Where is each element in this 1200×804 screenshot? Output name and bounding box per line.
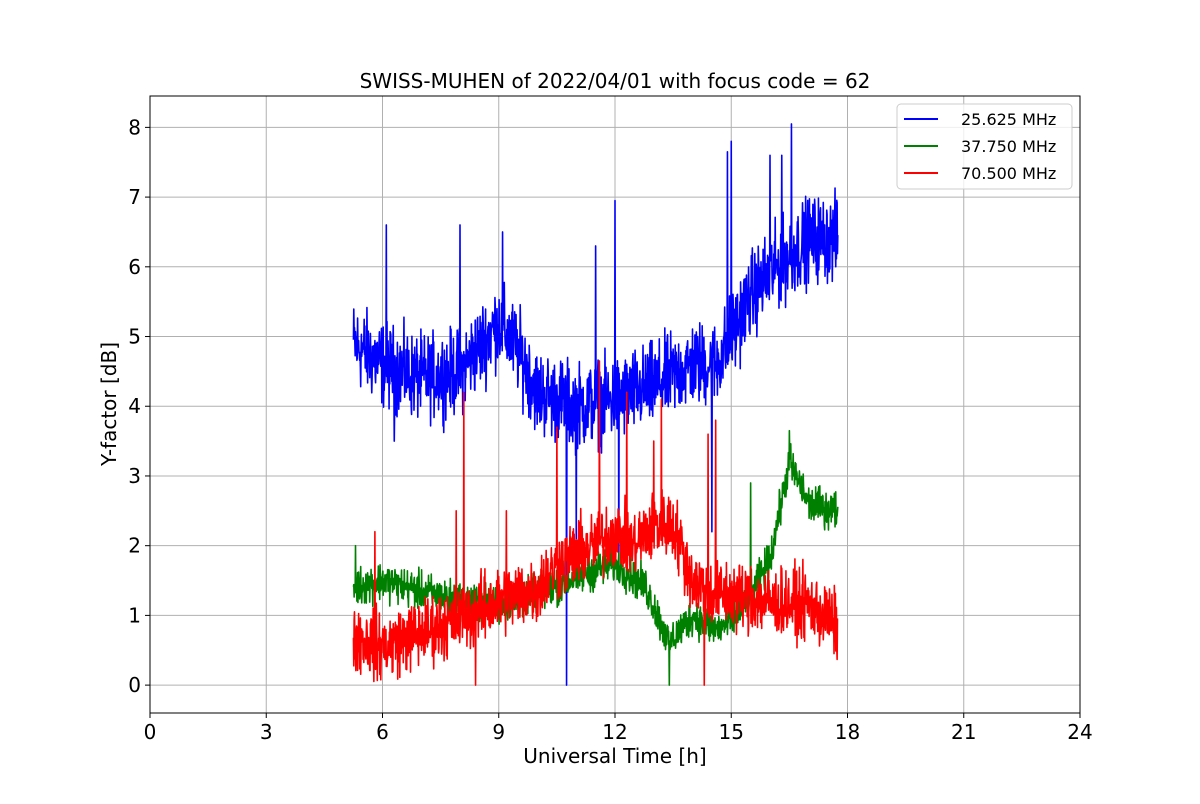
legend-label: 37.750 MHz — [961, 137, 1056, 156]
chart-title: SWISS-MUHEN of 2022/04/01 with focus cod… — [360, 69, 871, 93]
y-tick-label: 0 — [128, 673, 141, 697]
legend-label: 25.625 MHz — [961, 110, 1056, 129]
y-tick-label: 6 — [128, 255, 141, 279]
x-tick-label: 24 — [1067, 720, 1092, 744]
y-tick-label: 5 — [128, 325, 141, 349]
y-tick-label: 3 — [128, 464, 141, 488]
legend-box — [896, 103, 1073, 190]
x-tick-label: 12 — [602, 720, 627, 744]
series-line-2 — [352, 429, 839, 686]
y-axis-label: Y-factor [dB] — [97, 342, 121, 467]
y-tick-label: 7 — [128, 185, 141, 209]
x-tick-label: 6 — [376, 720, 389, 744]
y-tick-label: 8 — [128, 115, 141, 139]
y-tick-label: 2 — [128, 534, 141, 558]
series-line-1 — [352, 123, 839, 686]
legend-label: 70.500 MHz — [961, 164, 1056, 183]
x-axis-label: Universal Time [h] — [523, 744, 706, 768]
x-tick-label: 9 — [492, 720, 505, 744]
series-line-3 — [352, 360, 839, 686]
x-tick-label: 0 — [144, 720, 157, 744]
y-tick-label: 4 — [128, 394, 141, 418]
x-tick-label: 18 — [835, 720, 860, 744]
x-tick-label: 3 — [260, 720, 273, 744]
legend: 25.625 MHz 37.750 MHz 70.500 MHz — [896, 103, 1073, 190]
plot-area — [352, 123, 839, 686]
x-tick-label: 21 — [951, 720, 976, 744]
y-tick-label: 1 — [128, 603, 141, 627]
x-tick-label: 15 — [719, 720, 744, 744]
series-group — [352, 123, 839, 686]
